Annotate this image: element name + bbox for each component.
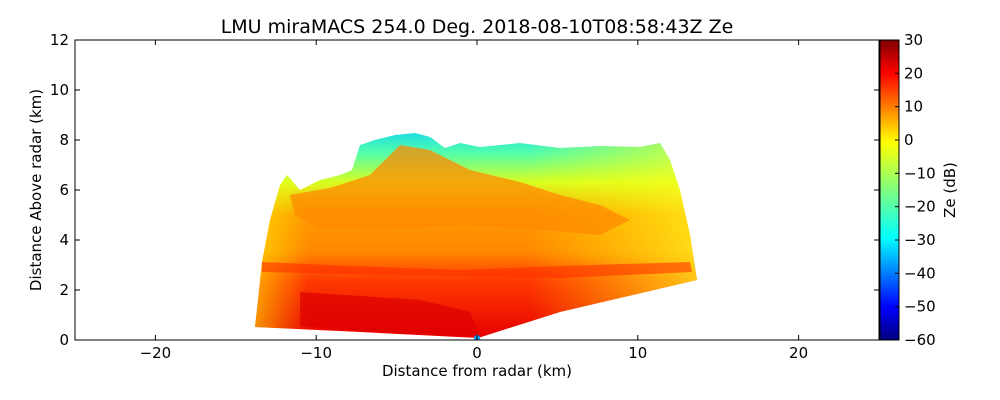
colorbar-tick-label: −20 bbox=[904, 198, 936, 216]
colorbar-tick-label: −10 bbox=[904, 164, 936, 182]
radar-scan bbox=[255, 133, 697, 340]
melting-layer bbox=[262, 262, 692, 278]
x-axis-label: Distance from radar (km) bbox=[382, 362, 572, 380]
colorbar-label: Ze (dB) bbox=[941, 162, 959, 218]
colorbar-tick-label: −60 bbox=[904, 331, 936, 349]
x-tick-label: 10 bbox=[628, 344, 647, 362]
colorbar-tick-label: 20 bbox=[904, 64, 923, 82]
chart-title: LMU miraMACS 254.0 Deg. 2018-08-10T08:58… bbox=[221, 16, 734, 38]
y-tick-label: 10 bbox=[50, 81, 69, 99]
y-tick-label: 6 bbox=[59, 181, 69, 199]
colorbar-tick-label: 30 bbox=[904, 31, 923, 49]
y-axis: 0 2 4 6 8 10 12 bbox=[50, 31, 879, 349]
colorbar-tick-label: −40 bbox=[904, 264, 936, 282]
colorbar bbox=[879, 39, 900, 341]
y-axis-label: Distance Above radar (km) bbox=[27, 89, 45, 291]
x-tick-label: −20 bbox=[140, 344, 172, 362]
y-tick-label: 2 bbox=[59, 281, 69, 299]
colorbar-axis: 30 20 10 0 −10 −20 −30 −40 −50 −60 bbox=[895, 31, 936, 349]
x-tick-label: 20 bbox=[789, 344, 808, 362]
precipitation-core bbox=[300, 292, 480, 336]
y-tick-label: 8 bbox=[59, 131, 69, 149]
colorbar-tick-label: 10 bbox=[904, 98, 923, 116]
x-tick-label: −10 bbox=[300, 344, 332, 362]
colorbar-tick-label: 0 bbox=[904, 131, 914, 149]
colorbar-tick-label: −50 bbox=[904, 298, 936, 316]
x-tick-label: 0 bbox=[472, 344, 482, 362]
x-axis: −20 −10 0 10 20 bbox=[140, 40, 808, 362]
upper-cloud-layer bbox=[290, 145, 630, 235]
y-tick-label: 4 bbox=[59, 231, 69, 249]
y-tick-label: 12 bbox=[50, 31, 69, 49]
y-tick-label: 0 bbox=[59, 331, 69, 349]
colorbar-tick-label: −30 bbox=[904, 231, 936, 249]
